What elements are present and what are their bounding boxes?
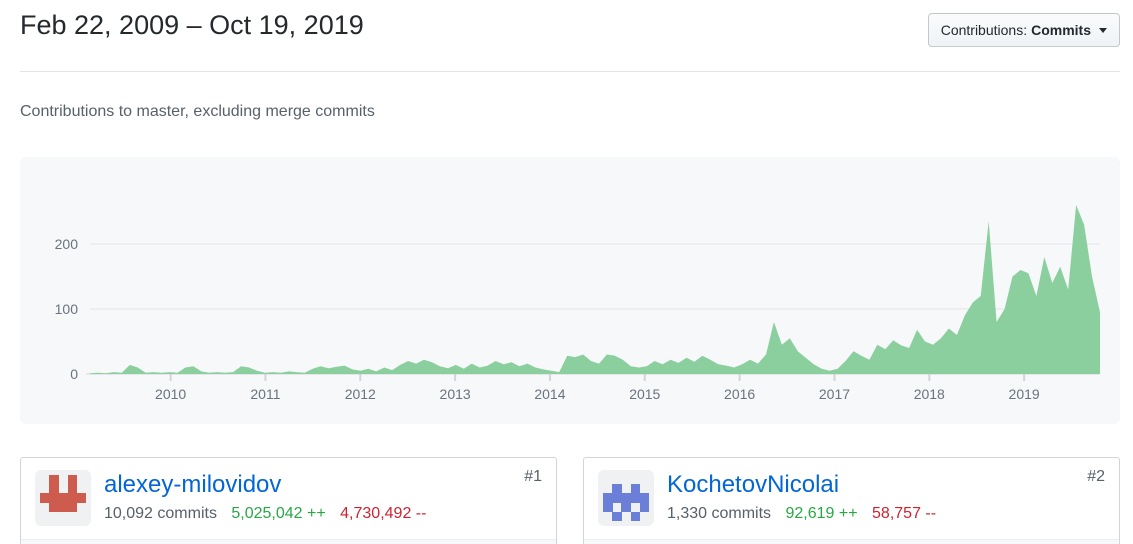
contributor-mini-chart-area [584, 539, 1119, 544]
deletions-count: 4,730,492 -- [340, 504, 427, 522]
svg-text:2014: 2014 [534, 386, 565, 402]
rank-badge: #1 [524, 468, 542, 485]
contributor-card-header: alexey-milovidov 10,092 commits 5,025,04… [21, 458, 556, 534]
svg-text:2012: 2012 [345, 386, 376, 402]
contributor-name-link[interactable]: KochetovNicolai [667, 471, 840, 498]
svg-text:2016: 2016 [724, 386, 755, 402]
svg-text:2011: 2011 [250, 386, 280, 402]
chart-subtitle: Contributions to master, excluding merge… [20, 103, 375, 120]
chevron-down-icon [1099, 27, 1107, 33]
contributions-area-chart: 0 100 200 2010 2011 2012 2013 2014 2015 2016 2017 2… [55, 205, 1100, 402]
svg-text:200: 200 [55, 236, 79, 252]
svg-text:2015: 2015 [629, 386, 660, 402]
contributor-name-link[interactable]: alexey-milovidov [104, 471, 282, 498]
contributor-info: KochetovNicolai 1,330 commits 92,619 ++ … [667, 470, 936, 526]
svg-text:0: 0 [70, 366, 78, 382]
contributor-card: KochetovNicolai 1,330 commits 92,619 ++ … [583, 457, 1120, 544]
header: Feb 22, 2009 – Oct 19, 2019 Contribution… [20, 10, 1120, 47]
contributor-info: alexey-milovidov 10,092 commits 5,025,04… [104, 470, 426, 526]
svg-text:2018: 2018 [914, 386, 945, 402]
contributor-card: alexey-milovidov 10,092 commits 5,025,04… [20, 457, 557, 544]
contributions-chart-panel: 0 100 200 2010 2011 2012 2013 2014 2015 2016 2017 2… [20, 157, 1120, 424]
contributor-card-header: KochetovNicolai 1,330 commits 92,619 ++ … [584, 458, 1119, 534]
contributions-dropdown-button[interactable]: Contributions: Commits [927, 13, 1120, 47]
svg-text:100: 100 [55, 301, 79, 317]
rank-badge: #2 [1087, 468, 1105, 485]
contributor-stats: 1,330 commits 92,619 ++ 58,757 -- [667, 505, 936, 523]
contributor-mini-chart-area [21, 539, 556, 544]
deletions-count: 58,757 -- [872, 504, 937, 522]
svg-text:2010: 2010 [155, 386, 186, 402]
header-divider [20, 71, 1120, 72]
contributor-avatar-identicon [598, 470, 654, 526]
page-title: Feb 22, 2009 – Oct 19, 2019 [20, 10, 364, 40]
contributor-stats: 10,092 commits 5,025,042 ++ 4,730,492 -- [104, 505, 426, 523]
svg-text:2017: 2017 [819, 386, 850, 402]
svg-text:2013: 2013 [440, 386, 471, 402]
commit-count: 10,092 commits [104, 504, 217, 522]
additions-count: 92,619 ++ [785, 504, 858, 522]
dropdown-prefix-label: Contributions: [940, 22, 1028, 38]
dropdown-selected-value: Commits [1031, 22, 1091, 38]
contributor-avatar-identicon [35, 470, 91, 526]
additions-count: 5,025,042 ++ [231, 504, 326, 522]
svg-text:2019: 2019 [1009, 386, 1040, 402]
commit-count: 1,330 commits [667, 504, 772, 522]
contributor-cards: alexey-milovidov 10,092 commits 5,025,04… [20, 457, 1120, 544]
